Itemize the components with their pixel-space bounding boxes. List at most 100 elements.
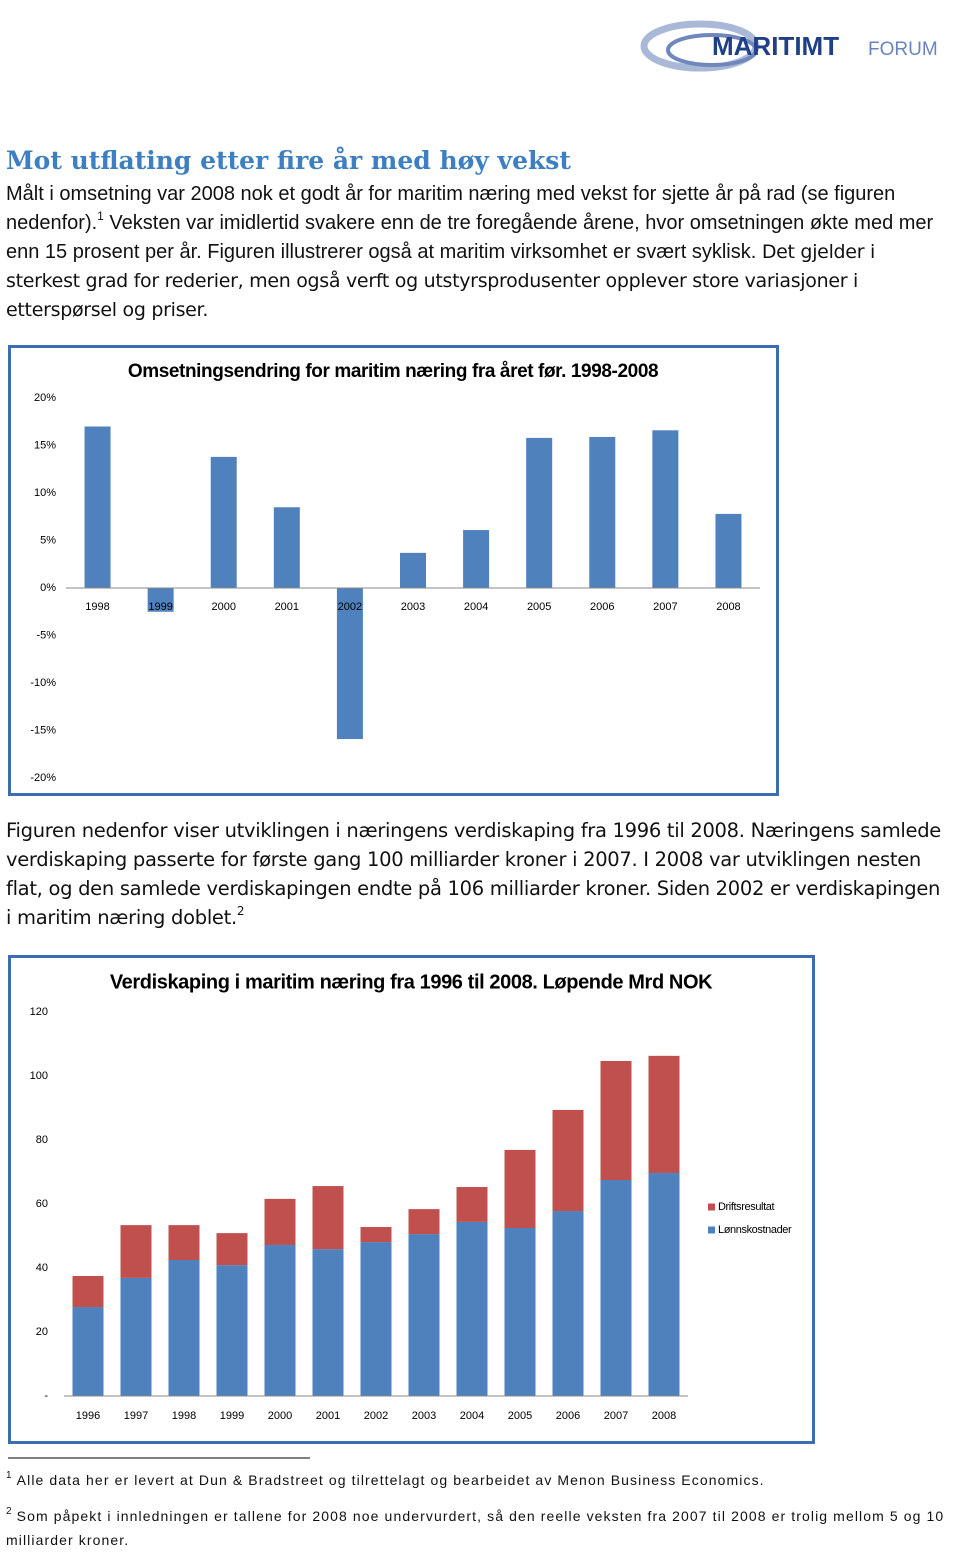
x-tick-label: 1999 xyxy=(220,1410,244,1422)
bar-segment xyxy=(648,1172,680,1396)
footnote-ref: 2 xyxy=(236,904,245,918)
footnote: 2 Som påpekt i innledningen er tallene fo… xyxy=(6,1504,956,1552)
x-tick-label: 2001 xyxy=(275,601,299,613)
y-tick-label: 120 xyxy=(30,1006,48,1018)
x-tick-label: 2008 xyxy=(652,1410,676,1422)
x-tick-label: 2002 xyxy=(338,601,362,613)
paragraph: Figuren nedenfor viser utviklingen i nær… xyxy=(6,816,951,932)
bar xyxy=(526,437,553,588)
x-tick-label: 2000 xyxy=(268,1410,292,1422)
paragraph: Målt i omsetning var 2008 nok et godt år… xyxy=(6,180,951,325)
text: Veksten var imidlertid svakere enn de tr… xyxy=(6,212,934,263)
text: Figuren nedenfor viser utviklingen i nær… xyxy=(6,819,941,929)
chart-title: Omsetningsendring for maritim næring fra… xyxy=(128,361,658,382)
bar-segment xyxy=(600,1180,632,1396)
x-tick-label: 1997 xyxy=(124,1410,148,1422)
footnote-ref: 1 xyxy=(97,209,104,223)
legend-swatch xyxy=(708,1226,715,1234)
bar-segment xyxy=(264,1244,296,1396)
bar-segment xyxy=(312,1249,344,1396)
bar-segment xyxy=(120,1225,152,1278)
bar xyxy=(84,426,111,588)
x-tick-label: 2003 xyxy=(401,601,425,613)
logo: MARITIMT FORUM xyxy=(640,20,938,72)
footnote: 1 Alle data her er levert at Dun & Bradst… xyxy=(6,1468,956,1492)
y-tick-label: -15% xyxy=(30,724,56,736)
x-tick-label: 2003 xyxy=(412,1410,436,1422)
y-tick-label: 100 xyxy=(30,1070,48,1082)
x-tick-label: 2004 xyxy=(464,601,488,613)
y-tick-label: 0% xyxy=(40,582,56,594)
bar-segment xyxy=(264,1198,296,1245)
bar xyxy=(336,588,363,740)
bar xyxy=(652,430,679,588)
x-tick-label: 2001 xyxy=(316,1410,340,1422)
y-tick-label: 15% xyxy=(34,439,56,451)
logo-text: FORUM xyxy=(868,39,938,60)
bar xyxy=(273,507,300,588)
x-tick-label: 2007 xyxy=(604,1410,628,1422)
y-tick-label: 5% xyxy=(40,534,56,546)
bar xyxy=(715,513,742,588)
section-title: Mot utflating etter fire år med høy veks… xyxy=(6,146,571,175)
x-tick-label: 2005 xyxy=(527,601,551,613)
y-tick-label: -20% xyxy=(30,772,56,784)
bar xyxy=(147,588,174,612)
x-tick-label: 2005 xyxy=(508,1410,532,1422)
x-tick-label: 2006 xyxy=(590,601,614,613)
bar-segment xyxy=(312,1186,344,1250)
chart-frame xyxy=(8,345,779,796)
bar-segment xyxy=(456,1187,488,1222)
bar-segment xyxy=(120,1277,152,1396)
legend-label: Driftsresultat xyxy=(718,1201,774,1213)
x-tick-label: 2000 xyxy=(211,601,235,613)
bar xyxy=(400,552,426,588)
text: Det gjelder i sterkest grad for rederier… xyxy=(6,241,875,321)
bar-segment xyxy=(600,1060,632,1180)
x-tick-label: 2006 xyxy=(556,1410,580,1422)
bar-segment xyxy=(456,1221,488,1396)
y-tick-label: 60 xyxy=(36,1198,48,1210)
legend-swatch xyxy=(708,1203,715,1211)
footnote-text: Alle data her er levert at Dun & Bradstr… xyxy=(16,1472,765,1488)
y-tick-label: 20 xyxy=(36,1326,48,1338)
x-tick-label: 1998 xyxy=(85,601,109,613)
bar xyxy=(210,456,237,588)
footnote-text: Som påpekt i innledningen er tallene for… xyxy=(6,1508,945,1548)
x-tick-label: 2004 xyxy=(460,1410,484,1422)
logo-text: MARITIMT xyxy=(712,31,839,61)
y-tick-label: -5% xyxy=(36,629,56,641)
bar-segment xyxy=(216,1233,248,1266)
bar-segment xyxy=(360,1227,392,1243)
bar-segment xyxy=(408,1234,440,1396)
bar-segment xyxy=(72,1276,104,1308)
text: Målt i omsetning var 2008 nok et godt år… xyxy=(6,183,896,234)
bar-segment xyxy=(648,1055,680,1173)
bar-segment xyxy=(216,1265,248,1396)
y-tick-label: - xyxy=(44,1390,48,1402)
logo-swoosh xyxy=(666,33,758,67)
x-tick-label: 2008 xyxy=(716,601,740,613)
y-tick-label: 10% xyxy=(34,487,56,499)
bar-segment xyxy=(408,1209,440,1235)
bar-segment xyxy=(504,1149,536,1228)
y-tick-label: 80 xyxy=(36,1134,48,1146)
x-tick-label: 1996 xyxy=(76,1410,100,1422)
chart-title: Verdiskaping i maritim næring fra 1996 t… xyxy=(110,971,713,993)
bar xyxy=(589,436,616,588)
x-tick-label: 2007 xyxy=(653,601,677,613)
bar-segment xyxy=(504,1228,536,1396)
bar-segment xyxy=(72,1307,104,1396)
x-tick-label: 1998 xyxy=(172,1410,196,1422)
bar xyxy=(463,530,490,588)
y-tick-label: 20% xyxy=(34,392,56,404)
bar-segment xyxy=(552,1109,584,1212)
x-tick-label: 1999 xyxy=(148,601,172,613)
bar-segment xyxy=(552,1211,584,1396)
y-tick-label: -10% xyxy=(30,677,56,689)
chart-frame xyxy=(8,955,815,1444)
x-tick-label: 2002 xyxy=(364,1410,388,1422)
footnote-number: 2 xyxy=(6,1506,13,1517)
